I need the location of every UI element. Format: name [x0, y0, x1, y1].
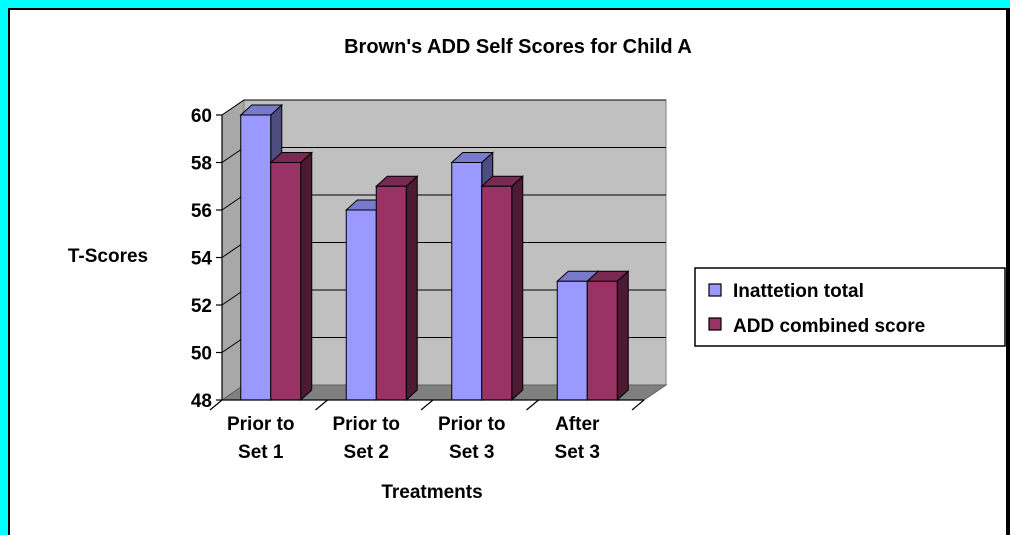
x-tick	[631, 399, 645, 411]
y-tick-label: 48	[191, 391, 212, 412]
bar-front	[375, 185, 407, 401]
x-tick-label: Prior to Set 1	[227, 414, 295, 463]
x-tick-label: Prior to Set 3	[438, 414, 506, 463]
x-tick	[209, 399, 223, 411]
y-axis-label: T-Scores	[68, 246, 148, 267]
x-tick-label: After Set 3	[555, 414, 600, 463]
y-tick-label: 56	[191, 201, 212, 222]
y-tick-labels: 48 50 52 54 56 58 60	[191, 106, 213, 412]
axes	[209, 114, 645, 411]
x-axis-label: Treatments	[381, 482, 482, 503]
bar-front	[451, 162, 483, 401]
x-tick	[315, 399, 328, 411]
y-tick-label: 50	[191, 344, 212, 365]
x-tick	[420, 399, 434, 411]
bar-front	[240, 114, 272, 401]
bar-side	[300, 151, 313, 402]
legend-label-inattention: Inattetion total	[733, 281, 864, 302]
bar	[585, 270, 630, 402]
x-tick	[526, 399, 539, 411]
bar	[269, 151, 314, 402]
legend: Inattetion total ADD combined score	[694, 267, 1006, 347]
y-tick-label: 58	[191, 154, 212, 175]
legend-box	[694, 267, 1006, 347]
bar-front	[345, 209, 377, 401]
bar-side	[511, 175, 524, 402]
bars	[239, 103, 630, 402]
y-tick-label: 52	[191, 296, 212, 317]
bar-front	[586, 280, 618, 401]
bar	[480, 175, 525, 402]
bar-side	[616, 270, 629, 402]
bar-front	[481, 185, 513, 401]
legend-swatch-add-combined	[708, 317, 722, 331]
bar-front	[270, 162, 302, 401]
x-tick-label: Prior to Set 2	[332, 414, 400, 463]
chart-title: Brown's ADD Self Scores for Child A	[344, 36, 692, 58]
frame-right-edge	[1006, 8, 1010, 535]
gridline	[221, 99, 666, 116]
x-tick-labels: Prior to Set 1 Prior to Set 2 Prior to Set 3 A…	[227, 414, 600, 463]
legend-label-add-combined: ADD combined score	[733, 316, 925, 337]
bar-front	[556, 280, 588, 401]
y-tick-label: 60	[191, 106, 212, 127]
y-tick-label: 54	[191, 249, 213, 270]
bar-side	[405, 175, 418, 402]
legend-swatch-inattention	[708, 283, 722, 297]
bar	[374, 175, 419, 402]
